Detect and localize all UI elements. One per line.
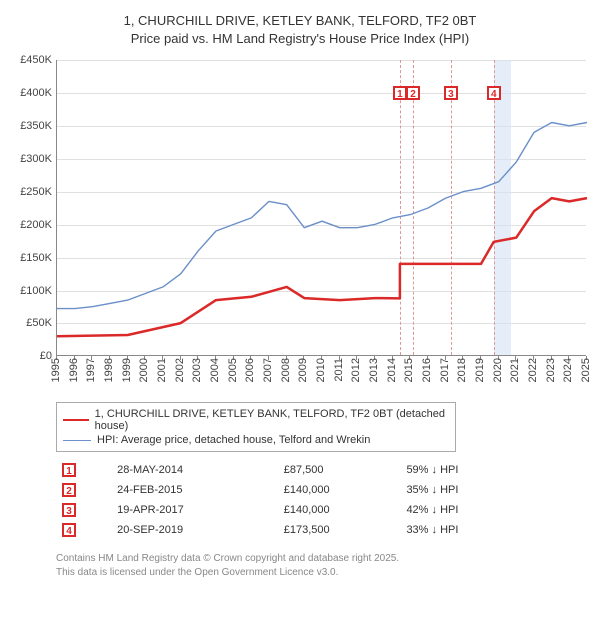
sale-date: 19-APR-2017	[111, 500, 278, 520]
x-axis-label: 2005	[227, 358, 239, 382]
sale-delta: 59% ↓ HPI	[400, 460, 536, 480]
x-axis-label: 2010	[315, 358, 327, 382]
y-axis-label: £0	[8, 350, 52, 362]
x-axis-label: 1999	[121, 358, 133, 382]
sale-date: 28-MAY-2014	[111, 460, 278, 480]
legend-swatch	[63, 419, 89, 421]
x-axis-label: 1996	[68, 358, 80, 382]
y-axis-label: £100K	[8, 285, 52, 297]
plot-area: 1234	[56, 60, 586, 356]
x-axis-label: 2009	[297, 358, 309, 382]
sale-price: £140,000	[278, 500, 401, 520]
sale-price: £87,500	[278, 460, 401, 480]
legend-label: 1, CHURCHILL DRIVE, KETLEY BANK, TELFORD…	[95, 408, 449, 432]
line-chart-svg	[57, 60, 586, 355]
x-axis-label: 2017	[439, 358, 451, 382]
x-axis-label: 2007	[262, 358, 274, 382]
legend-label: HPI: Average price, detached house, Telf…	[97, 434, 370, 446]
x-axis-label: 2016	[421, 358, 433, 382]
sale-delta: 42% ↓ HPI	[400, 500, 536, 520]
x-axis-label: 2015	[403, 358, 415, 382]
x-axis-label: 2019	[474, 358, 486, 382]
x-axis-label: 2000	[138, 358, 150, 382]
table-row: 2 24-FEB-2015£140,00035% ↓ HPI	[56, 480, 536, 500]
x-axis-label: 2023	[545, 358, 557, 382]
legend-swatch	[63, 440, 91, 441]
chart-title: 1, CHURCHILL DRIVE, KETLEY BANK, TELFORD…	[8, 12, 592, 48]
legend-item: 1, CHURCHILL DRIVE, KETLEY BANK, TELFORD…	[63, 407, 449, 433]
x-axis-label: 2021	[509, 358, 521, 382]
sale-delta: 35% ↓ HPI	[400, 480, 536, 500]
sale-marker: 4	[62, 523, 76, 537]
footer-line1: Contains HM Land Registry data © Crown c…	[56, 553, 399, 564]
legend: 1, CHURCHILL DRIVE, KETLEY BANK, TELFORD…	[56, 402, 456, 452]
x-axis-label: 2008	[280, 358, 292, 382]
x-axis-label: 2003	[191, 358, 203, 382]
table-row: 3 19-APR-2017£140,00042% ↓ HPI	[56, 500, 536, 520]
x-axis-label: 2025	[580, 358, 592, 382]
title-line2: Price paid vs. HM Land Registry's House …	[131, 31, 469, 46]
y-axis-label: £200K	[8, 219, 52, 231]
y-axis-label: £300K	[8, 153, 52, 165]
title-line1: 1, CHURCHILL DRIVE, KETLEY BANK, TELFORD…	[124, 13, 477, 28]
footer-line2: This data is licensed under the Open Gov…	[56, 567, 338, 578]
sale-marker: 3	[62, 503, 76, 517]
sale-price: £140,000	[278, 480, 401, 500]
series-price_paid	[57, 198, 587, 336]
table-row: 4 20-SEP-2019£173,50033% ↓ HPI	[56, 520, 536, 540]
x-axis-label: 2013	[368, 358, 380, 382]
sale-date: 24-FEB-2015	[111, 480, 278, 500]
series-hpi	[57, 123, 587, 309]
x-axis-label: 2012	[350, 358, 362, 382]
y-axis-label: £50K	[8, 317, 52, 329]
x-axis-label: 2002	[174, 358, 186, 382]
x-axis-label: 1998	[103, 358, 115, 382]
table-row: 1 28-MAY-2014£87,50059% ↓ HPI	[56, 460, 536, 480]
chart: £0 £50K £100K £150K £200K £250K £300K £350K £400…	[8, 56, 592, 396]
sale-price: £173,500	[278, 520, 401, 540]
x-axis-label: 2006	[244, 358, 256, 382]
y-axis-label: £250K	[8, 186, 52, 198]
x-axis-label: 2011	[333, 358, 345, 382]
x-axis-label: 2004	[209, 358, 221, 382]
legend-item: HPI: Average price, detached house, Telf…	[63, 433, 449, 447]
x-axis-label: 2014	[386, 358, 398, 382]
x-axis-label: 1997	[85, 358, 97, 382]
x-axis-label: 2024	[562, 358, 574, 382]
x-axis-label: 2001	[156, 358, 168, 382]
x-axis-label: 2022	[527, 358, 539, 382]
y-axis-label: £150K	[8, 252, 52, 264]
sales-table: 1 28-MAY-2014£87,50059% ↓ HPI 2 24-FEB-2015…	[56, 460, 536, 540]
footer-text: Contains HM Land Registry data © Crown c…	[56, 552, 592, 580]
y-axis-label: £400K	[8, 87, 52, 99]
sale-marker: 1	[62, 463, 76, 477]
sale-date: 20-SEP-2019	[111, 520, 278, 540]
y-axis-label: £450K	[8, 54, 52, 66]
x-axis-label: 1995	[50, 358, 62, 382]
x-axis-label: 2020	[492, 358, 504, 382]
sale-delta: 33% ↓ HPI	[400, 520, 536, 540]
x-axis-label: 2018	[456, 358, 468, 382]
y-axis-label: £350K	[8, 120, 52, 132]
sale-marker: 2	[62, 483, 76, 497]
